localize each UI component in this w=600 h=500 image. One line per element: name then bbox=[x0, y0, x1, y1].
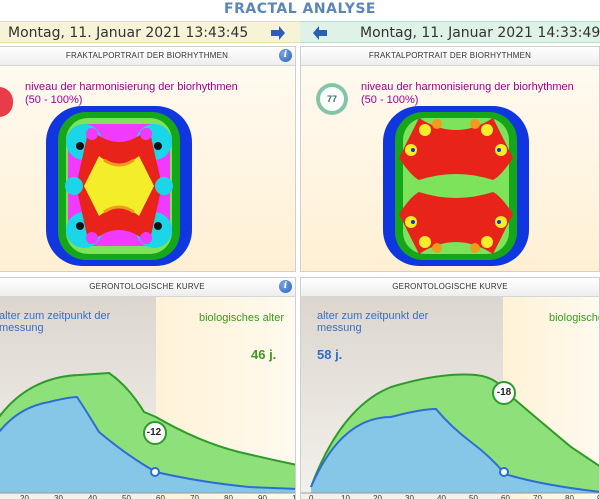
fractal-header-left: FRAKTALPORTRAIT DER BIORHYTHMEN bbox=[0, 47, 295, 66]
gerontology-chart-right bbox=[301, 297, 599, 499]
x-axis-tick: 80 bbox=[565, 494, 574, 500]
x-axis-tick: 70 bbox=[190, 494, 199, 500]
fractal-panel-left: FRAKTALPORTRAIT DER BIORHYTHMEN i niveau… bbox=[0, 46, 296, 272]
x-axis-tick: 90 bbox=[597, 494, 599, 499]
harmonization-label-left: niveau der harmonisierung der biorhythme… bbox=[25, 81, 238, 106]
curve-panel-left: GERONTOLOGISCHE KURVE i -12 alter zum ze… bbox=[0, 277, 296, 500]
measure-age-right: 58 j. bbox=[317, 347, 343, 362]
date-left: Montag, 11. Januar 2021 13:43:45 bbox=[8, 25, 249, 41]
info-icon[interactable]: i bbox=[279, 280, 292, 293]
x-axis-tick: 80 bbox=[224, 494, 233, 500]
x-axis-tick: 90 bbox=[258, 494, 267, 500]
curve-header-left: GERONTOLOGISCHE KURVE bbox=[0, 278, 295, 297]
x-axis-tick: 20 bbox=[373, 494, 382, 500]
delta-badge-left: -12 bbox=[146, 427, 162, 438]
x-axis-tick: 60 bbox=[156, 494, 165, 500]
harmonization-badge-right: 77 bbox=[317, 84, 347, 114]
delta-badge-right: -18 bbox=[496, 387, 512, 398]
x-axis-tick: 50 bbox=[122, 494, 131, 500]
fractal-panel-right: FRAKTALPORTRAIT DER BIORHYTHMEN 77 nivea… bbox=[300, 46, 600, 272]
x-axis-tick: 20 bbox=[20, 494, 29, 500]
harmonization-label-right: niveau der harmonisierung der biorhythme… bbox=[361, 81, 574, 106]
gerontology-chart-left bbox=[0, 297, 295, 499]
info-icon[interactable]: i bbox=[279, 49, 292, 62]
x-axis-tick: 60 bbox=[501, 494, 510, 500]
x-axis-tick: 40 bbox=[88, 494, 97, 500]
x-axis-tick: 40 bbox=[437, 494, 446, 500]
date-bar-right: Montag, 11. Januar 2021 14:33:49 bbox=[300, 21, 600, 43]
x-axis-tick: 50 bbox=[469, 494, 478, 500]
date-right: Montag, 11. Januar 2021 14:33:49 bbox=[360, 25, 600, 41]
curve-panel-right: GERONTOLOGISCHE KURVE -18 alter zum zeit… bbox=[300, 277, 600, 500]
x-axis-tick: 70 bbox=[533, 494, 542, 500]
date-bar-left: Montag, 11. Januar 2021 13:43:45 bbox=[0, 21, 300, 43]
curve-header-right: GERONTOLOGISCHE KURVE bbox=[301, 278, 599, 297]
harmonization-badge-left bbox=[0, 87, 13, 117]
measure-label-left: alter zum zeitpunkt der messung bbox=[0, 310, 111, 334]
fractal-image-left bbox=[46, 106, 192, 266]
fractal-image-right bbox=[383, 106, 529, 266]
app-title: FRACTAL ANALYSE bbox=[224, 1, 376, 17]
bio-age-left: 46 j. bbox=[251, 347, 277, 362]
x-axis-tick: 30 bbox=[405, 494, 414, 500]
fractal-header-right: FRAKTALPORTRAIT DER BIORHYTHMEN bbox=[301, 47, 599, 66]
arrow-right-icon[interactable] bbox=[270, 26, 286, 40]
arrow-left-icon[interactable] bbox=[312, 26, 328, 40]
x-axis-tick: 100 bbox=[292, 494, 295, 499]
measure-label-right: alter zum zeitpunkt der messung bbox=[317, 310, 429, 334]
x-axis-tick: 0 bbox=[309, 494, 314, 500]
bio-label-left: biologisches alter bbox=[199, 312, 284, 324]
x-axis-tick: 30 bbox=[54, 494, 63, 500]
bio-label-right: biologisches alter bbox=[549, 312, 599, 324]
x-axis-tick: 10 bbox=[341, 494, 350, 500]
